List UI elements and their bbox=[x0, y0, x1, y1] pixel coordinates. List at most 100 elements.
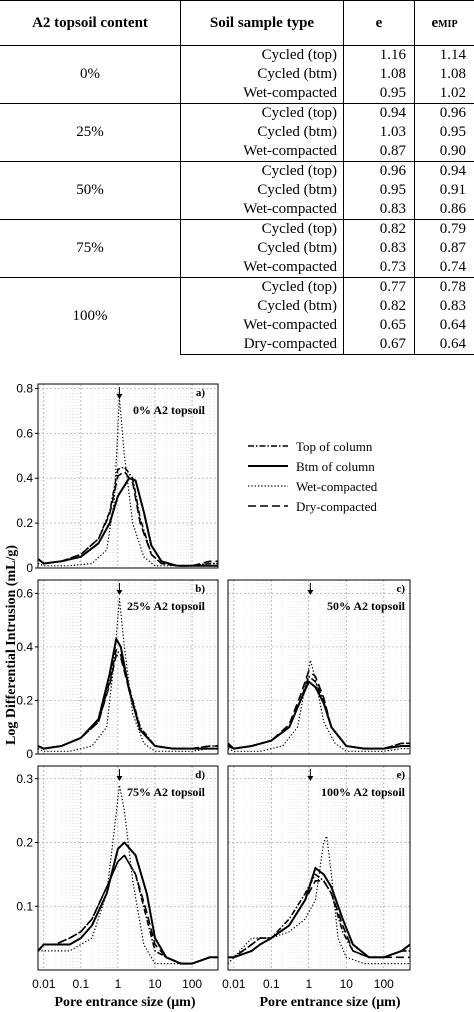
topsoil-content-cell: 25% bbox=[0, 103, 181, 162]
sample-type-cell: Cycled (top) bbox=[180, 45, 344, 65]
series-line-dry-compacted bbox=[37, 854, 218, 965]
emip-cell: 0.94 bbox=[414, 161, 474, 181]
panel-frame bbox=[227, 765, 411, 971]
panel-title: 0% A2 topsoil bbox=[133, 403, 206, 417]
e-cell: 1.03 bbox=[343, 123, 415, 142]
table-row: Cycled (btm) 1.03 0.95 bbox=[0, 123, 474, 142]
series-line-wet-compacted bbox=[37, 598, 218, 752]
emip-cell: 1.14 bbox=[414, 45, 474, 65]
e-cell: 0.94 bbox=[343, 103, 415, 123]
table-row: 25% Cycled (top) 0.94 0.96 bbox=[0, 103, 474, 162]
series-line-top-of-column bbox=[228, 873, 410, 959]
panel-1: 0 0.2 0.4 0.6 b) 25% A2 topsoil bbox=[16, 579, 219, 761]
series-line-top-of-column bbox=[37, 854, 218, 965]
table-row: 100% Cycled (top) 0.77 0.78 bbox=[0, 277, 474, 355]
e-cell: 0.87 bbox=[343, 142, 415, 162]
table-body: 0% Cycled (top) 1.16 1.14 Cycled (btm) 1.08 1.… bbox=[0, 45, 474, 355]
table-row: Dry-compacted 0.67 0.64 bbox=[0, 335, 474, 355]
e-cell: 1.08 bbox=[343, 65, 415, 84]
sample-type-cell: Wet-compacted bbox=[180, 142, 344, 162]
panel-2: c) 50% A2 topsoil bbox=[227, 579, 411, 755]
table-row: 75% Cycled (top) 0.82 0.79 bbox=[0, 219, 474, 278]
sample-type-cell: Cycled (top) bbox=[180, 161, 344, 181]
topsoil-content-cell: 75% bbox=[0, 219, 181, 278]
peak-arrow-head bbox=[116, 590, 123, 595]
x-tick-label: 0.1 bbox=[72, 977, 89, 991]
e-cell: 0.83 bbox=[343, 200, 415, 220]
series-line-wet-compacted bbox=[227, 835, 410, 965]
e-cell: 0.65 bbox=[343, 316, 415, 335]
sample-type-cell: Cycled (btm) bbox=[180, 181, 344, 200]
emip-cell: 1.02 bbox=[414, 84, 474, 104]
header-emip: eMIP bbox=[414, 0, 474, 46]
emip-cell: 0.83 bbox=[414, 297, 474, 316]
y-tick-label: 0.4 bbox=[16, 640, 33, 654]
series-line-wet-compacted bbox=[227, 659, 410, 752]
table-row: Wet-compacted 0.87 0.90 bbox=[0, 142, 474, 162]
series-line-dry-compacted bbox=[37, 654, 218, 750]
series-line-wet-compacted bbox=[38, 784, 218, 965]
emip-cell: 0.64 bbox=[414, 335, 474, 355]
emip-cell: 0.78 bbox=[414, 277, 474, 297]
panel-letter: c) bbox=[396, 583, 405, 595]
e-cell: 0.95 bbox=[343, 181, 415, 200]
table-row: Wet-compacted 0.73 0.74 bbox=[0, 258, 474, 278]
emip-cell: 0.74 bbox=[414, 258, 474, 278]
figure-xlabel-right: Pore entrance size (μm) bbox=[259, 995, 400, 1010]
emip-cell: 1.08 bbox=[414, 65, 474, 84]
sample-type-cell: Cycled (top) bbox=[180, 103, 344, 123]
panel-title: 50% A2 topsoil bbox=[327, 599, 406, 613]
panel-frame bbox=[227, 579, 411, 755]
emip-cell: 0.96 bbox=[414, 103, 474, 123]
panel-title: 25% A2 topsoil bbox=[127, 599, 206, 613]
y-tick-label: 0.8 bbox=[16, 381, 33, 395]
series-line-btm-of-column bbox=[37, 637, 218, 750]
table-row: Cycled (btm) 1.08 1.08 bbox=[0, 65, 474, 84]
header-topsoil-content: A2 topsoil content bbox=[0, 0, 181, 46]
sample-type-cell: Cycled (top) bbox=[180, 277, 344, 297]
panel-title: 75% A2 topsoil bbox=[127, 785, 206, 799]
e-cell: 0.82 bbox=[343, 297, 415, 316]
e-cell: 0.73 bbox=[343, 258, 415, 278]
table-row: Wet-compacted 0.65 0.64 bbox=[0, 316, 474, 335]
y-tick-label: 0.3 bbox=[16, 772, 33, 786]
sample-type-cell: Cycled (btm) bbox=[180, 65, 344, 84]
header-emip-subscript: MIP bbox=[438, 18, 458, 30]
series-line-dry-compacted bbox=[228, 879, 410, 959]
panel-letter: b) bbox=[195, 583, 205, 595]
void-ratio-table: A2 topsoil content Soil sample type e eM… bbox=[0, 0, 474, 355]
emip-cell: 0.64 bbox=[414, 316, 474, 335]
y-tick-label: 0.6 bbox=[16, 586, 33, 600]
x-tick-label: 0.01 bbox=[32, 977, 56, 991]
series-line-dry-compacted bbox=[227, 670, 410, 750]
series-line-top-of-column bbox=[37, 648, 218, 750]
peak-arrow-head bbox=[307, 776, 314, 781]
x-tick-label: 0.01 bbox=[222, 977, 246, 991]
legend-label-wet: Wet-compacted bbox=[296, 479, 378, 494]
table-row: 50% Cycled (top) 0.96 0.94 bbox=[0, 161, 474, 220]
x-tick-label: 10 bbox=[148, 977, 162, 991]
e-cell: 1.16 bbox=[343, 45, 415, 65]
panel-0: 0 0.2 0.4 0.6 0.8 a) 0% A2 topsoil bbox=[16, 381, 219, 575]
table-row: Cycled (btm) 0.83 0.87 bbox=[0, 239, 474, 258]
panel-title: 100% A2 topsoil bbox=[321, 785, 406, 799]
panel-frame bbox=[37, 765, 219, 971]
legend: Top of column Btm of column Wet-compacte… bbox=[248, 439, 378, 514]
panel-4: 0.01 0.1 1 10 100 e) 100% A2 topsoil bbox=[222, 765, 411, 991]
emip-cell: 0.86 bbox=[414, 200, 474, 220]
x-tick-label: 1 bbox=[305, 977, 312, 991]
emip-cell: 0.95 bbox=[414, 123, 474, 142]
emip-cell: 0.79 bbox=[414, 219, 474, 239]
legend-label-dry: Dry-compacted bbox=[296, 499, 377, 514]
x-tick-label: 1 bbox=[115, 977, 122, 991]
e-cell: 0.83 bbox=[343, 239, 415, 258]
y-tick-label: 0.6 bbox=[16, 426, 33, 440]
table-row: 0% Cycled (top) 1.16 1.14 bbox=[0, 45, 474, 104]
topsoil-content-cell: 50% bbox=[0, 161, 181, 220]
e-cell: 0.67 bbox=[343, 335, 415, 355]
x-tick-label: 10 bbox=[340, 977, 354, 991]
panel-letter: e) bbox=[396, 769, 405, 781]
e-cell: 0.96 bbox=[343, 161, 415, 181]
header-soil-sample-type: Soil sample type bbox=[180, 0, 344, 46]
emip-cell: 0.87 bbox=[414, 239, 474, 258]
